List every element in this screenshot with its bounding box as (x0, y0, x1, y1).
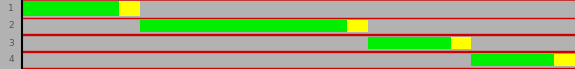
Bar (554, 54, 575, 66)
Text: 4: 4 (8, 55, 14, 65)
Bar (140, 20, 347, 32)
Bar (347, 20, 367, 32)
Text: 3: 3 (8, 39, 14, 47)
Bar (22, 1, 119, 16)
Text: 1: 1 (8, 4, 14, 13)
Bar (451, 37, 471, 49)
Text: 2: 2 (8, 22, 14, 30)
Bar (367, 37, 451, 49)
Bar (119, 1, 140, 16)
Bar (472, 54, 554, 66)
